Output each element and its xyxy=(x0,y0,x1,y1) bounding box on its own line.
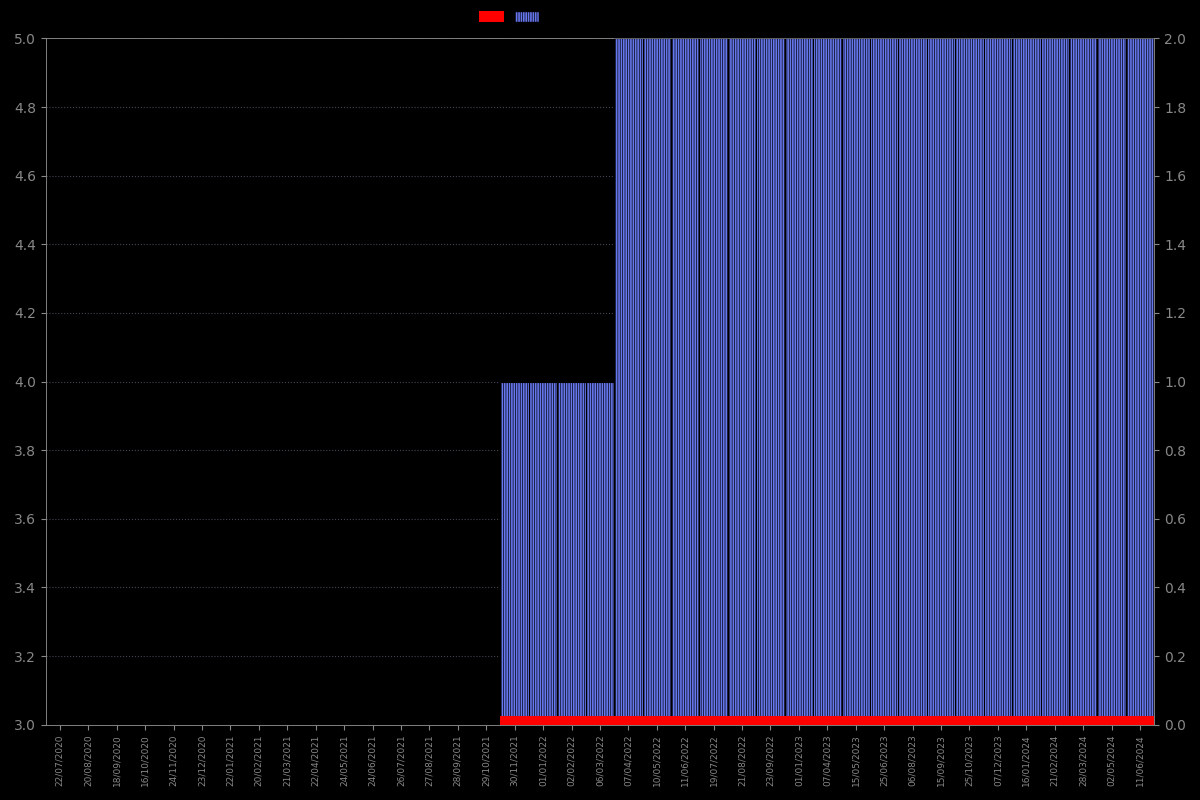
Bar xyxy=(728,716,756,726)
Bar xyxy=(586,716,614,726)
Bar xyxy=(984,38,1012,725)
Bar xyxy=(500,382,529,725)
Bar xyxy=(557,716,586,726)
Legend: , : , xyxy=(479,10,544,23)
Bar xyxy=(586,382,614,725)
Bar xyxy=(1012,38,1040,725)
Bar xyxy=(841,716,870,726)
Bar xyxy=(926,38,955,725)
Bar xyxy=(529,716,557,726)
Bar xyxy=(642,38,671,725)
Bar xyxy=(955,716,984,726)
Bar xyxy=(500,716,529,726)
Bar xyxy=(529,382,557,725)
Bar xyxy=(785,38,814,725)
Bar xyxy=(1040,716,1069,726)
Bar xyxy=(614,716,642,726)
Bar xyxy=(1126,38,1154,725)
Bar xyxy=(984,716,1012,726)
Bar xyxy=(955,38,984,725)
Bar xyxy=(1040,38,1069,725)
Bar xyxy=(1069,716,1098,726)
Bar xyxy=(557,382,586,725)
Bar xyxy=(870,716,899,726)
Bar xyxy=(1098,716,1126,726)
Bar xyxy=(614,38,642,725)
Bar xyxy=(756,38,785,725)
Bar xyxy=(899,38,926,725)
Bar xyxy=(841,38,870,725)
Bar xyxy=(1098,38,1126,725)
Bar xyxy=(1126,716,1154,726)
Bar xyxy=(728,38,756,725)
Bar xyxy=(756,716,785,726)
Bar xyxy=(1069,38,1098,725)
Bar xyxy=(642,716,671,726)
Bar xyxy=(870,38,899,725)
Bar xyxy=(1012,716,1040,726)
Bar xyxy=(785,716,814,726)
Bar xyxy=(671,38,700,725)
Bar xyxy=(700,716,728,726)
Bar xyxy=(899,716,926,726)
Bar xyxy=(814,716,841,726)
Bar xyxy=(814,38,841,725)
Bar xyxy=(700,38,728,725)
Bar xyxy=(926,716,955,726)
Bar xyxy=(671,716,700,726)
